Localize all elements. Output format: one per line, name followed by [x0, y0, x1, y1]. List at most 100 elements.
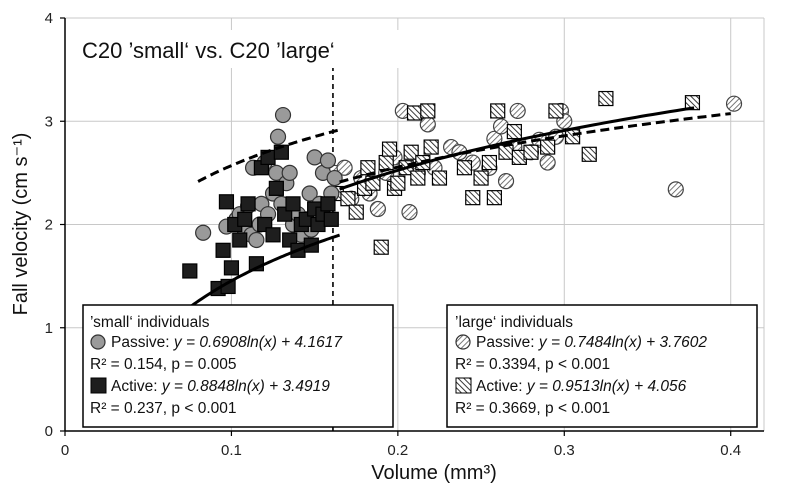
legend-large-title: ’large‘ individuals — [455, 314, 573, 331]
legend-large-active-row: Active: y = 0.9513ln(x) + 4.056 — [476, 378, 687, 395]
legend-large-passive-equation: y = 0.7484ln(x) + 3.7602 — [538, 334, 707, 351]
large-active-point — [456, 160, 473, 176]
large-active-point — [410, 170, 426, 186]
large-active-point — [473, 170, 489, 186]
large-active-point — [340, 191, 356, 207]
y-tick-label: 4 — [45, 10, 53, 27]
legend-large-passive-row: Passive: y = 0.7484ln(x) + 3.7602 — [476, 334, 707, 351]
legend-small-passive-label: Passive: — [111, 334, 170, 351]
legend-small: ’small‘ individuals Passive: y = 0.6908l… — [82, 304, 394, 428]
large-active-point — [420, 103, 436, 119]
large-passive-point — [667, 181, 684, 198]
y-tick-label: 2 — [45, 217, 53, 234]
small-active-point — [237, 211, 253, 227]
large-passive-point — [509, 102, 526, 120]
y-tick-label: 0 — [45, 423, 53, 440]
legend-small-active-marker — [90, 377, 107, 394]
legend-small-title: ’small‘ individuals — [90, 314, 210, 331]
large-active-point — [498, 144, 514, 160]
small-active-point — [240, 196, 256, 212]
x-tick-label: 0.4 — [720, 442, 741, 459]
y-tick-label: 3 — [45, 113, 53, 130]
large-active-point — [403, 144, 419, 160]
x-tick-label: 0 — [61, 442, 69, 459]
small-passive-point — [319, 152, 337, 169]
large-passive-fit-line — [339, 112, 731, 184]
large-passive-point — [492, 118, 510, 135]
x-tick-label: 0.3 — [554, 442, 575, 459]
legend-small-passive-row: Passive: y = 0.6908ln(x) + 4.1617 — [111, 334, 343, 351]
large-active-point — [378, 154, 394, 171]
large-passive-point — [419, 116, 436, 133]
small-active-point — [320, 196, 336, 212]
small-active-point — [182, 263, 198, 279]
small-active-fit-line — [185, 233, 341, 311]
legend-small-active-stats: R² = 0.237, p < 0.001 — [90, 400, 237, 417]
data-points — [182, 90, 743, 297]
legend-large-passive-label: Passive: — [476, 334, 535, 351]
small-passive-point — [301, 185, 318, 202]
x-axis-title: Volume (mm³) — [371, 462, 497, 484]
small-passive-point — [269, 128, 287, 145]
legend-large: ’large‘ individuals Passive: y = 0.7484l… — [446, 304, 758, 428]
large-passive-point — [725, 95, 743, 112]
axes — [60, 17, 764, 436]
large-active-point — [465, 190, 481, 206]
trend-lines — [185, 106, 731, 311]
small-passive-point — [326, 169, 343, 187]
large-active-fit-line — [339, 106, 695, 191]
small-passive-point — [306, 149, 323, 166]
large-active-point — [481, 154, 497, 171]
large-active-point — [598, 90, 614, 107]
x-tick-label: 0.2 — [387, 442, 408, 459]
legend-small-active-equation: y = 0.8848ln(x) + 3.4919 — [161, 378, 330, 395]
legend-large-active-stats: R² = 0.3669, p < 0.001 — [455, 400, 610, 417]
small-active-point — [223, 260, 240, 276]
large-active-point — [506, 123, 522, 140]
small-active-point — [323, 211, 339, 227]
small-active-point — [218, 194, 235, 210]
large-active-point — [490, 103, 506, 119]
legend-large-box — [446, 304, 758, 428]
legend-small-box — [82, 304, 394, 428]
large-passive-point — [539, 154, 556, 171]
small-active-point — [285, 196, 301, 212]
title-background — [74, 30, 412, 68]
small-active-point — [268, 180, 284, 196]
large-passive-point — [401, 204, 418, 221]
small-passive-fit-line — [197, 128, 340, 183]
large-active-point — [373, 239, 389, 255]
legend-large-active-marker — [455, 377, 472, 394]
x-tick-label: 0.1 — [221, 442, 242, 459]
tick-labels: 0 0.1 0.2 0.3 0.4 0 1 2 3 4 — [45, 10, 741, 459]
legend-small-active-row: Active: y = 0.8848ln(x) + 3.4919 — [111, 378, 330, 395]
large-active-point — [431, 170, 448, 186]
large-active-point — [540, 139, 556, 155]
chart-title: C20 ’small‘ vs. C20 ’large‘ — [82, 38, 335, 63]
legend-large-active-equation: y = 0.9513ln(x) + 4.056 — [526, 378, 687, 395]
large-active-point — [390, 175, 406, 191]
large-passive-point — [497, 173, 515, 190]
large-active-point — [523, 144, 539, 160]
legend-small-passive-marker — [90, 334, 106, 350]
legend-large-passive-marker — [455, 334, 471, 350]
large-active-point — [381, 141, 398, 157]
large-active-point — [406, 105, 423, 121]
large-active-point — [348, 204, 364, 220]
small-active-point — [232, 232, 248, 248]
small-passive-point — [248, 231, 265, 249]
small-passive-point — [281, 164, 298, 181]
large-passive-point — [336, 159, 353, 176]
legend-large-passive-stats: R² = 0.3394, p < 0.001 — [455, 356, 610, 373]
large-active-point — [684, 95, 701, 111]
legend-large-active-label: Active: — [476, 378, 523, 395]
large-active-point — [581, 146, 597, 162]
small-passive-point — [195, 224, 212, 241]
y-axis-title: Fall velocity (cm s⁻¹) — [10, 133, 32, 316]
legend-small-passive-stats: R² = 0.154, p = 0.005 — [90, 356, 237, 373]
large-active-point — [486, 190, 502, 206]
y-tick-label: 1 — [45, 320, 53, 337]
small-passive-point — [274, 106, 292, 124]
legend-small-passive-equation: y = 0.6908ln(x) + 4.1617 — [173, 334, 343, 351]
